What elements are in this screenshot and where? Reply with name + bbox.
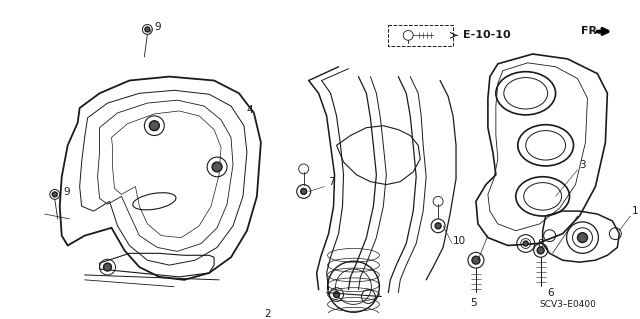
Circle shape (537, 247, 544, 254)
Circle shape (577, 233, 588, 242)
Text: 1: 1 (632, 206, 639, 216)
Text: SCV3–E0400: SCV3–E0400 (539, 300, 596, 309)
Bar (388, 25, 453, 46)
Circle shape (52, 192, 57, 197)
Circle shape (333, 292, 340, 298)
Circle shape (472, 256, 480, 264)
Text: 2: 2 (264, 309, 271, 319)
Text: 6: 6 (548, 288, 554, 298)
Circle shape (149, 121, 159, 130)
Text: 3: 3 (579, 160, 586, 170)
Text: 10: 10 (453, 235, 466, 246)
Circle shape (104, 263, 111, 271)
Text: 5: 5 (470, 298, 477, 308)
Text: FR.: FR. (582, 26, 602, 36)
Circle shape (301, 189, 307, 194)
Text: 9: 9 (64, 188, 70, 197)
Text: 9: 9 (154, 23, 161, 33)
Circle shape (145, 27, 150, 32)
Circle shape (212, 162, 222, 172)
Text: 4: 4 (247, 105, 253, 115)
Circle shape (435, 223, 441, 229)
Circle shape (524, 241, 528, 246)
Text: E-10-10: E-10-10 (463, 30, 511, 40)
Text: 7: 7 (328, 177, 335, 187)
Text: 8: 8 (538, 239, 544, 249)
